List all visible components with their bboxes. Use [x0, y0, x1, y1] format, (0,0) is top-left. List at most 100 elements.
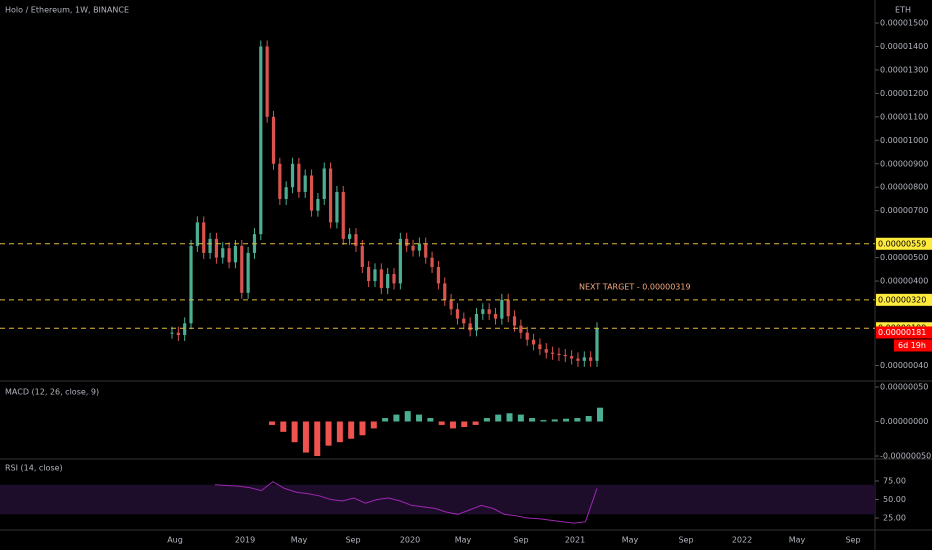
macd-bar [427, 418, 434, 422]
candle [202, 222, 206, 253]
candle [373, 269, 377, 282]
macd-bar [291, 421, 298, 443]
macd-title: MACD (12, 26, close, 9) [5, 388, 99, 397]
price-label: 0.00001500 [880, 19, 928, 28]
candle [176, 332, 180, 336]
macd-bar [483, 418, 490, 422]
candle [348, 234, 352, 239]
candle [500, 299, 504, 319]
candle [214, 238, 219, 258]
candle [582, 357, 586, 361]
rsi-title: RSI (14, close) [5, 464, 63, 473]
candle [531, 339, 536, 345]
candle [195, 222, 199, 246]
candle [240, 245, 244, 293]
candle [183, 323, 187, 336]
price-label: 0.00000040 [880, 361, 928, 370]
last-price-tag [876, 326, 932, 339]
macd-bar [585, 415, 592, 422]
price-tag-label: 0.00000559 [878, 239, 926, 248]
candle [512, 316, 517, 326]
macd-label: 0.00000000 [880, 417, 928, 426]
price-label: 0.00000900 [880, 159, 928, 168]
time-label: Sep [845, 536, 860, 545]
candle [398, 238, 402, 284]
macd-bar [461, 421, 468, 428]
macd-bar [529, 418, 536, 422]
time-label: Sep [513, 536, 528, 545]
price-label: 0.00000400 [880, 277, 928, 286]
candle [430, 257, 434, 267]
candle [519, 325, 523, 333]
macd-bar [302, 421, 309, 453]
last-price-label: 0.00000181 [878, 328, 926, 337]
candle [392, 274, 396, 284]
candle [284, 187, 288, 199]
candle [386, 274, 390, 289]
candle [436, 267, 441, 284]
time-label: Sep [345, 536, 360, 545]
macd-bar [540, 420, 547, 422]
candle [474, 313, 479, 331]
candle [354, 234, 358, 246]
time-label: May [291, 536, 308, 545]
macd-bar [382, 418, 389, 422]
candle [297, 163, 301, 192]
macd-bar [359, 421, 366, 436]
time-label: 2020 [400, 536, 420, 545]
candle [449, 299, 453, 310]
macd-bar [506, 413, 513, 422]
candle [290, 163, 295, 188]
macd-bar [280, 421, 287, 432]
candle [278, 163, 282, 199]
macd-bar [551, 419, 558, 422]
candle [462, 318, 466, 324]
candle [443, 283, 447, 300]
price-label: 0.00001000 [880, 136, 928, 145]
candle [221, 248, 225, 258]
price-label: 0.00001400 [880, 42, 928, 51]
rsi-line [214, 481, 598, 524]
macd-bar [348, 421, 355, 439]
candle [570, 356, 574, 359]
price-label: 0.00000500 [880, 253, 928, 262]
price-tag-label: 0.00000320 [878, 295, 926, 304]
candle [550, 352, 555, 354]
candle [487, 309, 491, 314]
symbol-title: Holo / Ethereum, 1W, BINANCE [5, 6, 129, 15]
candle [367, 267, 371, 282]
countdown-tag [894, 339, 932, 352]
macd-bar [404, 411, 411, 422]
price-label: 0.00000700 [880, 206, 928, 215]
candle [544, 349, 548, 353]
price-label: 0.00000800 [880, 183, 928, 192]
candle [341, 191, 345, 239]
price-label: 0.00001300 [880, 65, 928, 74]
rsi-label: 25.00 [883, 514, 906, 523]
countdown: 6d 19h [898, 341, 926, 350]
candle [525, 332, 529, 340]
macd-bar [416, 414, 423, 422]
candle [360, 245, 364, 267]
macd-bar [574, 418, 581, 422]
candle [468, 323, 472, 331]
macd-bar [370, 421, 377, 429]
annotation: NEXT TARGET - 0.00000319 [579, 283, 691, 292]
macd-bar [563, 418, 570, 422]
time-label: May [622, 536, 639, 545]
rsi-band [0, 484, 875, 515]
macd-bar [314, 421, 321, 456]
macd-bar [325, 421, 332, 446]
candle [455, 309, 460, 319]
candle [538, 344, 542, 350]
rsi-label: 75.00 [883, 477, 906, 486]
macd-bar [495, 414, 502, 422]
candle [379, 269, 383, 289]
macd-bar [438, 421, 445, 425]
macd-label: 0.00000050 [880, 383, 928, 392]
candle [576, 358, 580, 361]
candle [417, 243, 421, 251]
candle [309, 175, 314, 211]
